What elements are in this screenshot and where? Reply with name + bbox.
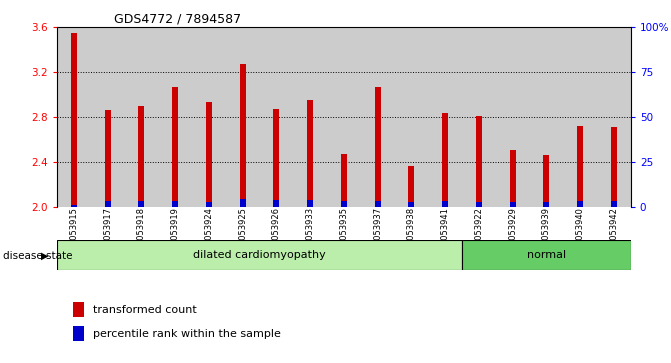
Bar [138,106,144,207]
Bar [172,201,178,207]
Bar [509,202,515,207]
Bar [442,201,448,207]
Bar [341,201,347,207]
Bar [138,201,144,207]
Bar [597,27,631,207]
Bar [293,27,327,207]
Bar [509,150,515,207]
Bar [577,201,583,207]
Bar [577,126,583,207]
Bar [395,27,428,207]
Bar [91,27,125,207]
Bar [409,201,415,207]
Bar [73,326,85,341]
Bar [71,33,77,207]
Text: transformed count: transformed count [93,305,197,315]
Text: GDS4772 / 7894587: GDS4772 / 7894587 [114,13,241,26]
Bar [273,200,279,207]
Text: ▶: ▶ [41,251,48,261]
Bar [428,27,462,207]
Bar [172,87,178,207]
Bar [611,201,617,207]
Bar [125,27,158,207]
Bar [462,27,496,207]
Bar [341,154,347,207]
Bar [307,200,313,207]
Bar [158,27,192,207]
Bar [476,202,482,207]
Bar [57,27,91,207]
Bar [611,127,617,207]
Bar [57,240,462,270]
Bar [462,240,631,270]
Text: normal: normal [527,250,566,260]
Bar [544,202,550,207]
Bar [105,110,111,207]
Bar [260,27,293,207]
Bar [225,27,260,207]
Bar [327,27,361,207]
Bar [496,27,529,207]
Bar [105,201,111,207]
Bar [73,302,85,318]
Bar [307,100,313,207]
Bar [192,27,225,207]
Bar [409,167,415,207]
Bar [240,64,246,207]
Bar [71,205,77,207]
Bar [544,155,550,207]
Text: disease state: disease state [3,251,73,261]
Bar [442,113,448,207]
Bar [374,87,380,207]
Bar [563,27,597,207]
Bar [476,116,482,207]
Bar [374,201,380,207]
Text: dilated cardiomyopathy: dilated cardiomyopathy [193,250,326,260]
Bar [240,199,246,207]
Bar [206,202,212,207]
Bar [529,27,563,207]
Bar [361,27,395,207]
Bar [273,109,279,207]
Text: percentile rank within the sample: percentile rank within the sample [93,329,280,339]
Bar [206,102,212,207]
